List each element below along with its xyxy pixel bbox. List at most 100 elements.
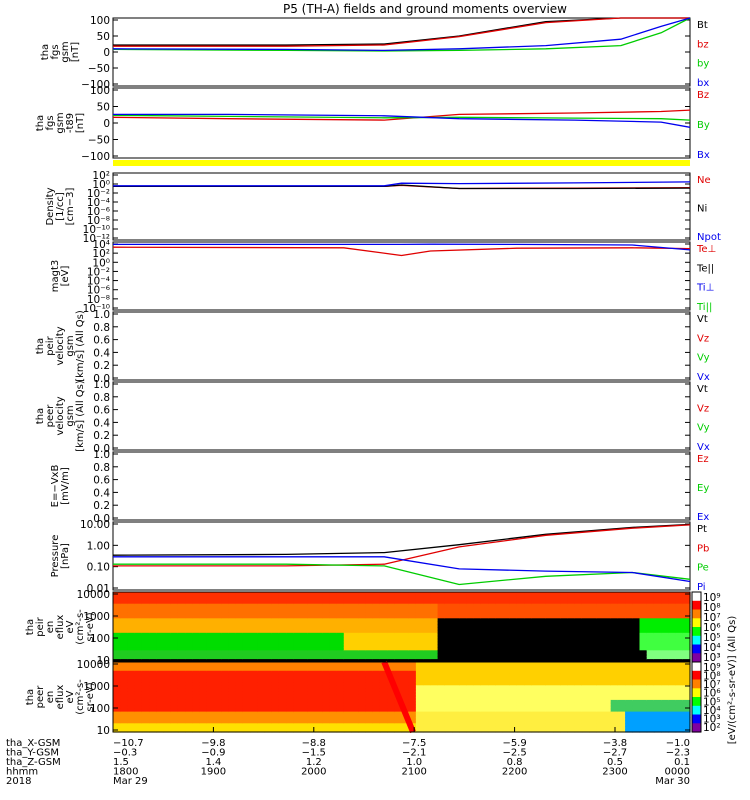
heat-cell (509, 714, 518, 718)
heat-cell (603, 629, 612, 634)
heat-cell (120, 641, 128, 646)
heat-cell (646, 618, 655, 622)
heat-cell (322, 717, 330, 721)
heat-cell (473, 606, 482, 611)
heat-cell (661, 618, 669, 622)
heat-cell (509, 592, 518, 596)
heat-cell (682, 691, 691, 695)
heat-cell (502, 592, 511, 596)
heat-cell (278, 638, 287, 643)
heat-cell (574, 615, 583, 619)
heat-cell (113, 615, 121, 619)
heat-cell (632, 699, 641, 704)
heat-cell (242, 664, 251, 669)
heat-cell (156, 726, 165, 730)
heat-cell (444, 615, 453, 619)
heat-cell (423, 714, 431, 718)
heat-cell (228, 705, 237, 710)
heat-cell (682, 594, 691, 599)
heat-cell (329, 600, 338, 605)
heat-cell (581, 650, 590, 654)
heat-cell (387, 691, 395, 695)
heat-cell (545, 723, 554, 727)
heat-cell (235, 597, 244, 602)
heat-cell (459, 664, 467, 669)
series-line-by (112, 17, 691, 52)
heat-cell (617, 594, 626, 599)
heat-cell (134, 667, 143, 672)
heat-cell (415, 603, 424, 608)
heat-cell (163, 656, 172, 660)
y-axis-label: Pressure [nPa] (50, 535, 71, 578)
heat-cell (228, 609, 237, 613)
heat-cell (553, 624, 561, 628)
heat-cell (300, 711, 309, 716)
heat-cell (661, 664, 669, 669)
heat-cell (502, 667, 511, 672)
heat-cell (661, 676, 669, 681)
heat-cell (372, 714, 381, 718)
heat-cell (639, 723, 648, 727)
heat-cell (488, 694, 496, 698)
heat-cell (661, 670, 669, 675)
heat-cell (452, 600, 460, 605)
heat-cell (264, 720, 273, 724)
heat-cell (127, 711, 136, 716)
heat-cell (653, 624, 662, 628)
heat-cell (452, 656, 460, 660)
heat-cell (639, 667, 648, 672)
heat-cell (639, 679, 648, 683)
y-tick-label: 10⁻¹⁰ (83, 303, 110, 315)
heat-cell (214, 647, 222, 651)
heat-cell (141, 635, 150, 640)
heat-cell (545, 691, 554, 695)
heat-cell (495, 670, 504, 675)
heat-cell (560, 638, 568, 643)
heat-cell (329, 670, 338, 675)
heat-cell (379, 685, 388, 689)
heat-cell (149, 670, 157, 675)
heat-cell (423, 641, 431, 646)
heat-cell (617, 702, 626, 707)
heat-cell (553, 656, 561, 660)
heat-cell (120, 676, 128, 681)
heat-cell (387, 699, 395, 704)
heat-cell (351, 606, 359, 611)
heat-cell (192, 629, 201, 634)
heat-cell (343, 641, 352, 646)
heat-cell (322, 729, 330, 733)
heat-cell (293, 688, 302, 692)
heat-cell (502, 597, 511, 602)
heat-cell (250, 641, 258, 646)
heat-cell (589, 659, 597, 663)
heat-cell (531, 676, 540, 681)
heat-cell (300, 618, 309, 622)
heat-cell (235, 609, 244, 613)
heat-cell (466, 711, 475, 716)
spectrogram-peir-eflux (113, 592, 691, 663)
heat-cell (336, 676, 345, 681)
heat-cell (401, 629, 410, 634)
heat-cell (423, 632, 431, 637)
heat-cell (610, 664, 619, 669)
heat-cell (163, 697, 172, 701)
heat-cell (221, 606, 229, 611)
heat-cell (322, 659, 330, 663)
heat-cell (372, 699, 381, 704)
y-tick-label: −100 (81, 151, 110, 163)
heat-cell (646, 627, 655, 631)
heat-cell (488, 600, 496, 605)
heat-cell (682, 641, 691, 646)
colorbar-tick-label: 10⁸ (703, 602, 721, 614)
heat-cell (423, 664, 431, 669)
heat-cell (286, 647, 294, 651)
heat-cell (466, 720, 475, 724)
heat-cell (156, 615, 165, 619)
heat-cell (149, 717, 157, 721)
heat-cell (531, 685, 540, 689)
heat-cell (560, 726, 568, 730)
heat-cell (459, 705, 467, 710)
heat-cell (250, 711, 258, 716)
heat-cell (307, 711, 316, 716)
heat-cell (639, 609, 648, 613)
